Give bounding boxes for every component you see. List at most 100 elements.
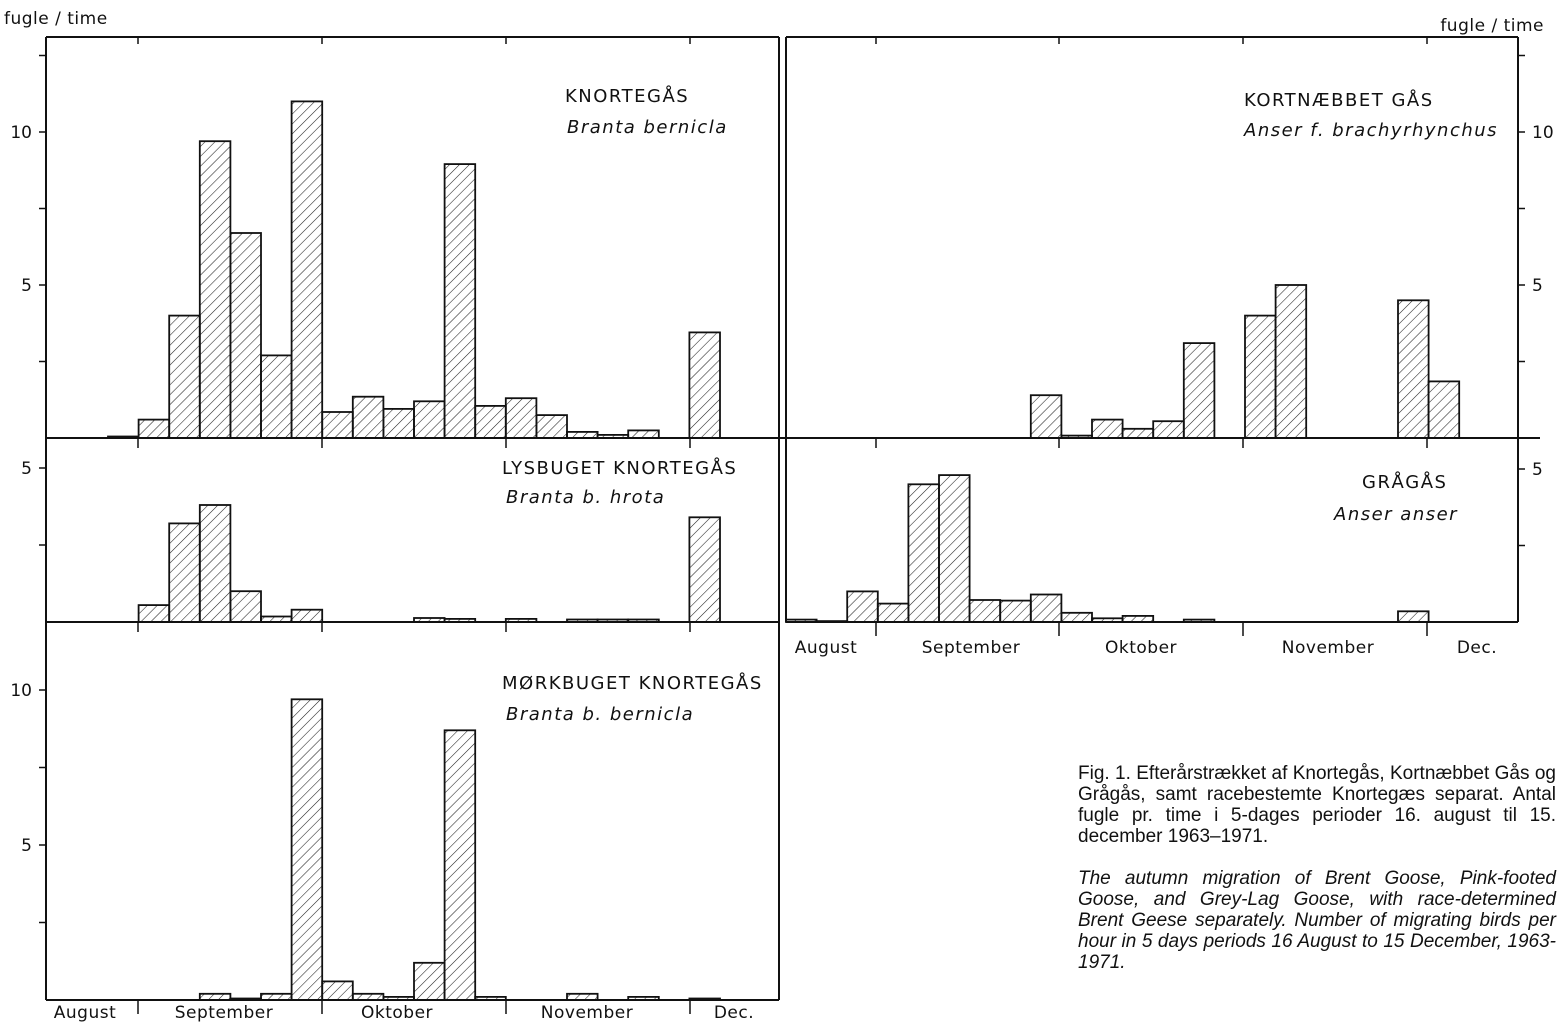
month-label-september-bottom: September (175, 1003, 273, 1023)
bar-panel-5-period-4 (198, 992, 232, 1001)
bar-panel-1-period-16 (566, 430, 599, 439)
bar-panel-3-period-17 (596, 618, 630, 623)
month-label-august-bottom: August (54, 1003, 117, 1023)
ticks-layer: 10 5 10 5 5 5 10 5 (10, 37, 1554, 1014)
bar-panel-3-period-4 (198, 504, 232, 623)
y-tick-label-panel-2: 5 (1532, 276, 1543, 296)
bar-panel-1-period-9 (351, 395, 385, 439)
panel-4-title: GRÅGÅS (1362, 471, 1447, 493)
bar-panel-1-period-1 (107, 435, 140, 439)
panel-2-subtitle: Anser f. brachyrhynchus (1243, 120, 1498, 141)
panel-1-title: KNORTEGÅS (565, 85, 689, 107)
bar-panel-5-period-6 (260, 992, 293, 1001)
panel-3-subtitle: Branta b. hrota (506, 487, 665, 508)
bar-panel-1-period-10 (382, 407, 415, 439)
bar-panel-4-period-5 (907, 483, 940, 623)
bar-panel-1-period-20 (688, 331, 721, 439)
bar-panel-5-period-12 (443, 729, 477, 1001)
bar-panel-3-period-18 (627, 618, 660, 623)
bar-panel-4-period-7 (968, 599, 1002, 623)
bar-panel-4-period-9 (1029, 593, 1063, 623)
panel-2-title: KORTNÆBBET GÅS (1244, 89, 1434, 111)
bar-panel-1-period-8 (321, 411, 354, 439)
bar-panel-3-period-20 (688, 516, 721, 623)
bar-panel-4-period-3 (846, 590, 879, 623)
y-tick-label-panel-1: 10 (10, 123, 32, 143)
bar-panel-5-period-5 (229, 997, 262, 1002)
bar-panel-3-period-7 (290, 608, 324, 623)
bar-panel-3-period-6 (260, 615, 293, 623)
month-label-dec-bottom: Dec. (714, 1003, 754, 1023)
month-label-oktober-right: Oktober (1105, 638, 1177, 658)
bar-panel-4-period-4 (876, 602, 910, 623)
bar-panel-5-period-9 (351, 992, 385, 1001)
bar-panel-4-period-14 (1182, 618, 1216, 623)
bar-panel-1-period-14 (504, 397, 538, 439)
y-tick-label-panel-3: 5 (21, 459, 32, 479)
bar-panel-5-period-7 (290, 698, 324, 1001)
bar-panel-1-period-6 (260, 354, 293, 439)
unit-label-left: fugle / time (4, 9, 108, 29)
bar-panel-2-period-11 (1091, 418, 1124, 439)
bar-panel-1-period-13 (474, 404, 507, 439)
y-tick-label-panel-5: 5 (21, 836, 32, 856)
bar-panel-3-period-16 (566, 618, 599, 623)
bar-panel-2-period-12 (1121, 427, 1155, 439)
bar-panel-1-period-2 (137, 418, 171, 439)
month-label-august-right: August (795, 638, 858, 658)
bar-panel-2-period-10 (1060, 434, 1093, 439)
caption-english: The autumn migration of Brent Goose, Pin… (1078, 868, 1556, 973)
bar-panel-5-period-11 (413, 961, 446, 1001)
bar-panel-5-period-10 (382, 996, 415, 1001)
bar-panel-2-period-13 (1152, 420, 1185, 439)
panel-5-subtitle: Branta b. bernicla (506, 704, 694, 725)
month-label-november-bottom: November (541, 1003, 633, 1023)
bar-panel-4-period-11 (1091, 617, 1124, 623)
bar-panel-3-period-11 (413, 617, 446, 623)
bar-panel-2-period-22 (1427, 380, 1461, 439)
unit-label-right: fugle / time (1440, 16, 1544, 36)
bar-panel-1-period-7 (290, 100, 324, 439)
bar-panel-1-period-17 (596, 433, 630, 439)
month-label-oktober-bottom: Oktober (361, 1003, 433, 1023)
bar-panel-1-period-3 (168, 314, 201, 439)
bar-panel-2-period-14 (1182, 342, 1216, 439)
bar-panel-5-period-8 (321, 980, 354, 1001)
bar-panel-1-period-5 (229, 232, 262, 439)
bar-panel-5-period-20 (688, 997, 721, 1002)
y-tick-label-panel-5: 10 (10, 681, 32, 701)
bar-panel-4-period-6 (938, 474, 971, 623)
panel-5-title: MØRKBUGET KNORTEGÅS (502, 672, 763, 694)
y-tick-label-panel-2: 10 (1532, 123, 1554, 143)
bar-panel-1-period-11 (413, 400, 446, 439)
bar-panel-3-period-14 (504, 618, 538, 623)
bar-panel-4-period-1 (785, 618, 818, 623)
panel-1-subtitle: Branta bernicla (567, 117, 728, 138)
bars-layer (107, 100, 1461, 1002)
bar-panel-2-period-17 (1274, 284, 1308, 439)
bar-panel-4-period-8 (999, 599, 1032, 623)
month-label-november-right: November (1282, 638, 1374, 658)
month-label-september-right: September (922, 638, 1020, 658)
figure-caption: Fig. 1. Efterårstrækket af Knortegås, Ko… (1078, 763, 1556, 973)
bar-panel-4-period-10 (1060, 611, 1093, 623)
panel-4-subtitle: Anser anser (1333, 504, 1458, 525)
bar-panel-4-period-21 (1397, 610, 1430, 623)
y-tick-label-panel-1: 5 (21, 276, 32, 296)
bar-panel-3-period-3 (168, 522, 201, 623)
y-tick-label-panel-4: 5 (1532, 460, 1543, 480)
bar-panel-5-period-13 (474, 996, 507, 1001)
bar-panel-3-period-2 (137, 604, 171, 623)
bar-panel-5-period-18 (627, 996, 660, 1001)
month-label-dec-right: Dec. (1457, 638, 1497, 658)
bar-panel-3-period-5 (229, 590, 262, 623)
panel-3-title: LYSBUGET KNORTEGÅS (502, 457, 737, 479)
bar-panel-2-period-16 (1244, 314, 1277, 439)
bar-panel-5-period-16 (566, 992, 599, 1001)
bar-panel-1-period-18 (627, 429, 660, 439)
bar-panel-3-period-12 (443, 618, 477, 623)
bar-panel-2-period-21 (1397, 299, 1430, 439)
bar-panel-2-period-9 (1029, 394, 1063, 439)
bar-panel-1-period-15 (535, 414, 568, 440)
